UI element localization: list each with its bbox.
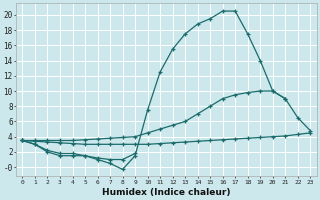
X-axis label: Humidex (Indice chaleur): Humidex (Indice chaleur) xyxy=(102,188,231,197)
